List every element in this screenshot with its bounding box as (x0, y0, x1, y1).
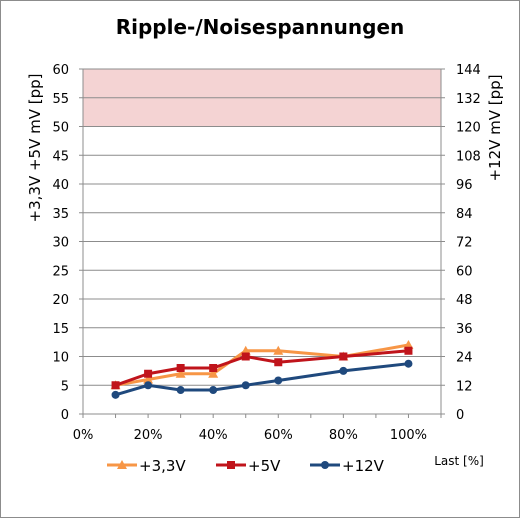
data-point-3-3V (273, 345, 284, 355)
legend: +3,3V +5V +12V (107, 457, 385, 475)
y-tick-left-label: 35 (52, 207, 69, 222)
y-tick-left-label: 25 (52, 264, 69, 279)
y-tick-right-label: 24 (456, 351, 473, 366)
y-tick-right-label: 72 (456, 236, 473, 251)
y-tick-left-label: 10 (52, 351, 69, 366)
y-tick-right-label: 84 (456, 207, 473, 222)
data-point-5V (404, 346, 413, 355)
series-layer (110, 340, 414, 399)
y-tick-left-label: 60 (52, 63, 69, 78)
y-tick-left-label: 5 (61, 379, 69, 394)
gridlines (83, 68, 441, 415)
legend-label: +5V (248, 457, 281, 475)
data-point-12V (176, 386, 185, 395)
series-line-3-3V (115, 343, 409, 387)
legend-label: +3,3V (139, 457, 186, 475)
y-tick-left-label: 20 (52, 293, 69, 308)
y-tick-right-label: 48 (456, 293, 473, 308)
data-point-5V (274, 358, 283, 367)
series-5V (111, 346, 413, 390)
y-tick-right-label: 0 (456, 408, 464, 423)
y-tick-left-label: 30 (52, 236, 69, 251)
y-axis-left-title: +3,3V +5V mV [pp] (26, 74, 44, 223)
y-tick-right-label: 12 (456, 379, 473, 394)
y-tick-right-label: 36 (456, 322, 473, 337)
data-point-5V (241, 352, 250, 361)
data-point-12V (241, 381, 250, 390)
x-tick-label: 100% (390, 428, 427, 443)
tick-labels: 0 5 10 15 20 25 30 35 40 45 50 55 60 0 12 24 36 48 60 72 84 9… (52, 63, 480, 443)
x-axis-title: Last [%] (434, 454, 484, 468)
y-tick-left-label: 40 (52, 178, 69, 193)
legend-item-12V: +12V (310, 457, 385, 475)
x-tick-label: 80% (329, 428, 358, 443)
series-12V (111, 359, 413, 399)
x-tick-label: 40% (199, 428, 228, 443)
y-tick-right-label: 120 (456, 121, 481, 136)
chart-title: Ripple-/Noisespannungen (116, 15, 405, 39)
data-point-5V (209, 364, 218, 372)
data-point-12V (144, 381, 153, 390)
y-tick-right-label: 96 (456, 178, 473, 193)
y-tick-left-label: 45 (52, 149, 69, 164)
data-point-5V (111, 381, 120, 390)
y-tick-left-label: 15 (52, 322, 69, 337)
legend-marker (227, 461, 235, 469)
data-point-5V (176, 364, 185, 372)
data-point-5V (144, 369, 153, 378)
data-point-12V (339, 366, 348, 375)
data-point-5V (339, 352, 348, 361)
legend-label: +12V (342, 457, 385, 475)
data-point-12V (274, 376, 283, 385)
legend-item-5V: +5V (216, 457, 281, 475)
y-tick-left-label: 0 (61, 408, 69, 423)
data-point-12V (209, 386, 218, 395)
data-point-12V (111, 390, 120, 399)
y-tick-right-label: 132 (456, 92, 481, 107)
x-tick-label: 60% (264, 428, 293, 443)
data-point-3-3V (208, 368, 219, 378)
y-tick-right-label: 60 (456, 264, 473, 279)
x-tick-label: 20% (134, 428, 163, 443)
y-tick-left-label: 50 (52, 121, 69, 136)
series-line-12V (115, 362, 409, 397)
legend-item-3-3V: +3,3V (107, 457, 186, 475)
series-line-5V (115, 349, 409, 387)
axes (79, 68, 445, 418)
y-tick-right-label: 144 (456, 63, 481, 78)
x-tick-label: 0% (73, 428, 94, 443)
y-axis-right-title: +12V mV [pp] (486, 74, 504, 181)
legend-marker (321, 461, 329, 469)
data-point-3-3V (143, 374, 154, 384)
y-tick-right-label: 108 (456, 149, 481, 164)
data-point-3-3V (175, 368, 186, 378)
data-point-12V (404, 359, 413, 368)
legend-marker (117, 460, 127, 469)
y-tick-left-label: 55 (52, 92, 69, 107)
